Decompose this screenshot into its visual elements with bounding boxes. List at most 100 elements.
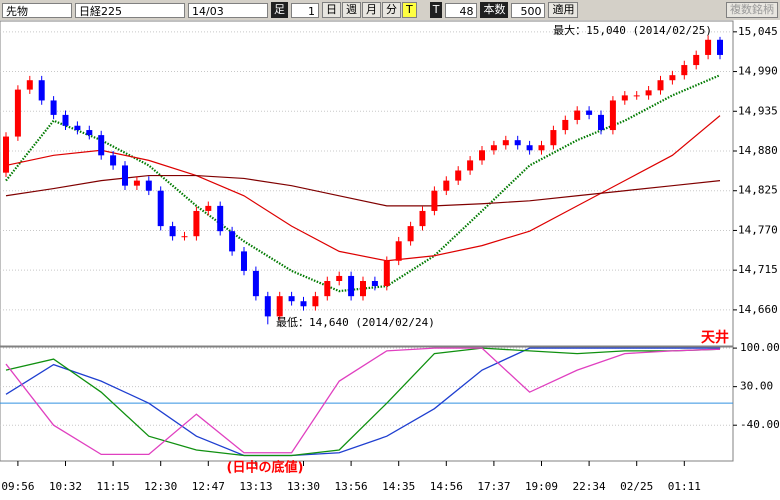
- candle-body: [62, 114, 69, 126]
- candle-body: [193, 210, 200, 237]
- candle-body: [181, 236, 188, 238]
- candle-body: [681, 65, 688, 76]
- candle-body: [312, 296, 319, 307]
- period-button[interactable]: 分: [382, 2, 401, 18]
- x-tick-label: 17:37: [477, 480, 510, 493]
- candle-body: [562, 119, 569, 131]
- y-tick-label: 14,770: [738, 223, 778, 236]
- candle-body: [586, 110, 593, 115]
- candle-body: [609, 100, 616, 131]
- candle-body: [169, 226, 176, 237]
- candle-body: [467, 160, 474, 171]
- candle-body: [431, 190, 438, 211]
- candle-body: [38, 80, 45, 101]
- x-tick-label: 13:30: [287, 480, 320, 493]
- candle-body: [145, 180, 152, 191]
- candle-body: [526, 145, 533, 151]
- candle-body: [574, 110, 581, 120]
- bar-value[interactable]: 1: [291, 2, 319, 18]
- candle-body: [705, 39, 712, 55]
- candle-body: [264, 296, 271, 317]
- multi-button[interactable]: 複数銘柄: [726, 2, 778, 18]
- x-tick-label: 12:30: [144, 480, 177, 493]
- candle-body: [395, 241, 402, 261]
- x-tick-label: 19:09: [525, 480, 558, 493]
- candle-body: [490, 145, 497, 151]
- t-label: T: [429, 2, 443, 18]
- x-tick-label: 09:56: [1, 480, 34, 493]
- candle-body: [443, 180, 450, 191]
- candle-body: [14, 89, 21, 137]
- candle-body: [276, 296, 283, 317]
- candle-body: [205, 205, 212, 211]
- max-annotation: 最大：15,040 (2014/02/25): [553, 23, 712, 37]
- candle-body: [86, 130, 93, 136]
- candle-body: [74, 125, 81, 131]
- candle-body: [229, 231, 236, 252]
- candle-body: [669, 75, 676, 81]
- x-tick-label: 14:56: [430, 480, 463, 493]
- candle-body: [110, 155, 117, 166]
- candle-body: [371, 281, 378, 287]
- bar-label: 足: [271, 2, 288, 18]
- contract-select[interactable]: 14/03: [188, 2, 268, 18]
- candle-body: [98, 135, 105, 156]
- market-select[interactable]: 先物: [2, 2, 72, 18]
- y-tick-label: 14,660: [738, 303, 778, 316]
- oscillator-line: [5, 347, 721, 456]
- candle-body: [324, 281, 331, 297]
- candle-body: [455, 170, 462, 181]
- bottom-annotation: (日中の底値): [227, 460, 304, 476]
- x-tick-label: 10:32: [49, 480, 82, 493]
- period-button[interactable]: 週: [342, 2, 361, 18]
- candle-body: [502, 140, 509, 146]
- oscillator-line: [5, 347, 721, 457]
- count-value[interactable]: 500: [511, 2, 546, 18]
- oscillator-line: [5, 347, 720, 457]
- candle-body: [514, 140, 521, 146]
- candle-body: [122, 165, 128, 186]
- candle-body: [598, 114, 604, 131]
- x-tick-label: 12:47: [192, 480, 225, 493]
- x-tick-label: 13:13: [239, 480, 272, 493]
- oscillator-panel: [0, 346, 734, 462]
- candle-body: [657, 80, 664, 91]
- y-tick-label: 14,715: [738, 263, 778, 276]
- candle-body: [26, 80, 33, 90]
- x-tick-label: 22:34: [573, 480, 606, 493]
- candle-body: [645, 90, 652, 96]
- candle-body: [693, 54, 700, 66]
- candle-body: [3, 136, 9, 173]
- candle-body: [252, 270, 259, 297]
- period-button[interactable]: 日: [322, 2, 341, 18]
- y-tick-label: -40.00: [740, 418, 780, 431]
- period-button[interactable]: T: [402, 2, 417, 18]
- candle-body: [419, 210, 426, 227]
- candle-body: [348, 275, 355, 297]
- candle-body: [717, 39, 723, 55]
- x-tick-label: 14:35: [382, 480, 415, 493]
- candle-body: [300, 301, 307, 307]
- x-tick-label: 01:11: [668, 480, 701, 493]
- y-tick-label: 14,825: [738, 184, 778, 197]
- candle-body: [407, 226, 414, 242]
- x-tick-label: 11:15: [97, 480, 130, 493]
- candle-body: [538, 145, 545, 151]
- t-value[interactable]: 48: [445, 2, 478, 18]
- y-tick-label: 15,045: [738, 25, 778, 38]
- candle-body: [479, 150, 485, 161]
- candle-body: [50, 100, 57, 115]
- candle-body: [157, 190, 164, 227]
- period-button[interactable]: 月: [362, 2, 381, 18]
- candle-body: [336, 275, 343, 281]
- y-tick-label: 30.00: [740, 380, 773, 393]
- candle-body: [241, 251, 247, 271]
- y-tick-label: 14,990: [738, 65, 778, 78]
- apply-button[interactable]: 適用: [548, 2, 579, 18]
- count-label: 本数: [480, 2, 509, 18]
- index-select[interactable]: 日経225: [75, 2, 185, 18]
